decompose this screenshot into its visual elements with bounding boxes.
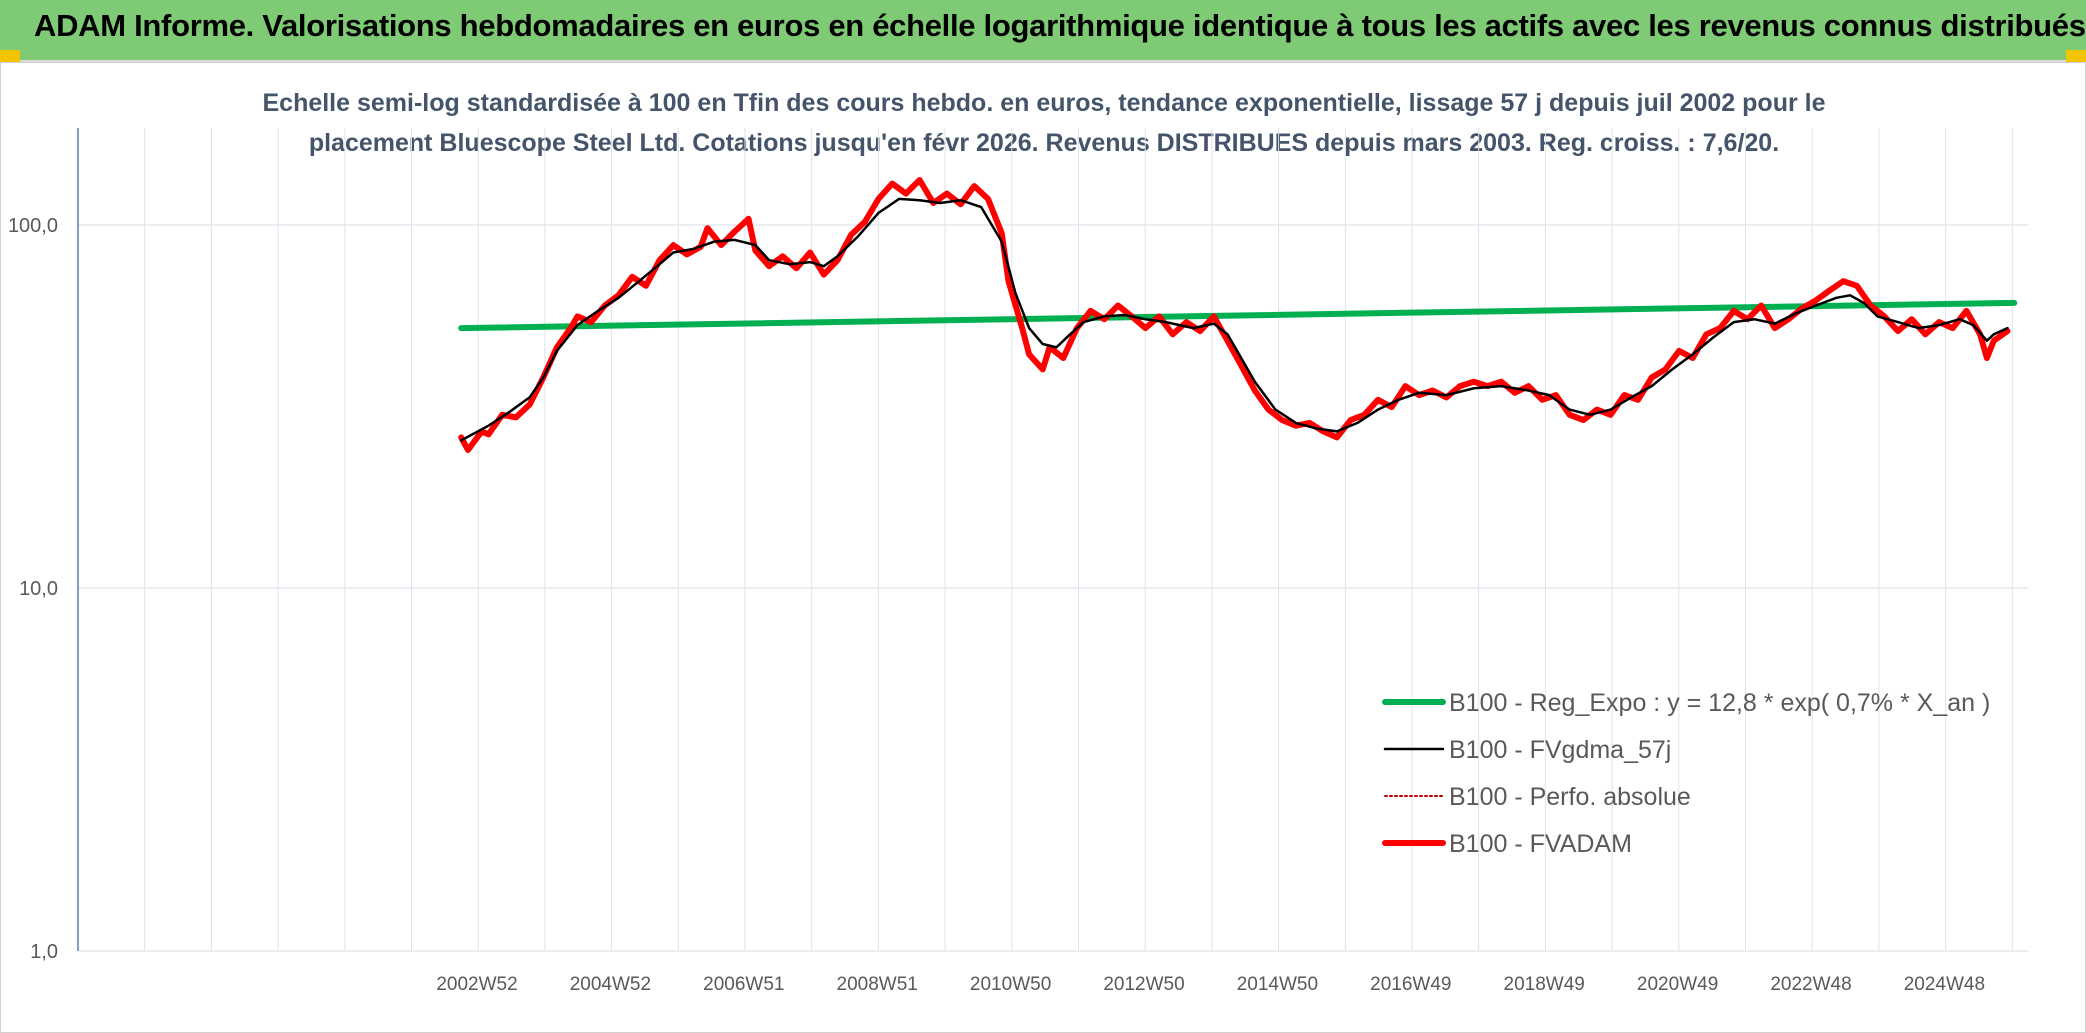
- x-tick-label: 2024W48: [1904, 974, 1985, 995]
- legend-label: B100 - Reg_Expo : y = 12,8 * exp( 0,7% *…: [1449, 689, 1990, 717]
- legend-label: B100 - FVADAM: [1449, 830, 1632, 858]
- x-tick-label: 2020W49: [1637, 974, 1718, 995]
- legend-label: B100 - Perfo. absolue: [1449, 783, 1691, 811]
- chart-axes: 1,0 10,0 100,0 2002W52 2004W52 2006W51 2008W51…: [8, 128, 1985, 995]
- x-tick-label: 2022W48: [1770, 974, 1851, 995]
- series-line-2: [459, 197, 2009, 442]
- y-tick-label: 100,0: [8, 215, 58, 237]
- chart-legend: B100 - Reg_Expo : y = 12,8 * exp( 0,7% *…: [1382, 689, 1990, 858]
- chart-grid: [78, 128, 2028, 952]
- x-tick-label: 2014W50: [1237, 974, 1318, 995]
- series-line-4: [458, 177, 2011, 453]
- x-tick-label: 2016W49: [1370, 974, 1451, 995]
- x-tick-label: 2010W50: [970, 974, 1051, 995]
- x-tick-label: 2002W52: [436, 974, 517, 995]
- legend-label: B100 - FVgdma_57j: [1449, 736, 1671, 764]
- chart-subtitle-line-1: Echelle semi-log standardisée à 100 en T…: [262, 89, 1826, 117]
- x-tick-label: 2018W49: [1504, 974, 1585, 995]
- x-tick-label: 2012W50: [1103, 974, 1184, 995]
- corner-marker-right: [2066, 50, 2086, 62]
- chart-subtitle-line-2: placement Bluescope Steel Ltd. Cotations…: [308, 129, 1780, 157]
- y-tick-label: 1,0: [30, 941, 58, 963]
- corner-marker-left: [0, 50, 20, 62]
- chart-series: [458, 177, 2018, 453]
- page-title: ADAM Informe. Valorisations hebdomadaire…: [34, 8, 2086, 43]
- title-banner: ADAM Informe. Valorisations hebdomadaire…: [0, 0, 2086, 62]
- x-tick-label: 2004W52: [570, 974, 651, 995]
- x-tick-label: 2006W51: [703, 974, 784, 995]
- y-tick-label: 10,0: [19, 578, 58, 600]
- x-tick-label: 2008W51: [837, 974, 918, 995]
